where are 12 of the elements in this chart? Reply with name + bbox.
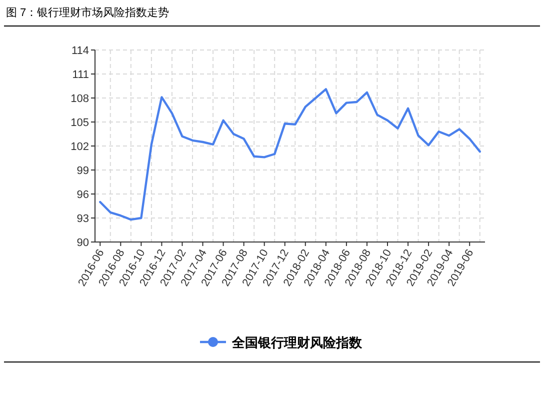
y-tick-label: 96 (76, 189, 89, 201)
chart-title: 图 7：银行理财市场风险指数走势 (6, 6, 170, 19)
line-series (99, 88, 481, 221)
legend-label: 全国银行理财风险指数 (231, 335, 363, 350)
y-tick-label: 114 (71, 45, 89, 57)
y-tick-label: 108 (70, 93, 89, 105)
y-tick-label: 90 (76, 237, 89, 249)
y-tick-label: 102 (70, 141, 89, 153)
y-tick-label: 111 (72, 69, 89, 81)
y-tick-label: 93 (76, 213, 89, 225)
y-tick-label: 105 (70, 117, 89, 129)
y-tick-label: 99 (76, 165, 89, 177)
